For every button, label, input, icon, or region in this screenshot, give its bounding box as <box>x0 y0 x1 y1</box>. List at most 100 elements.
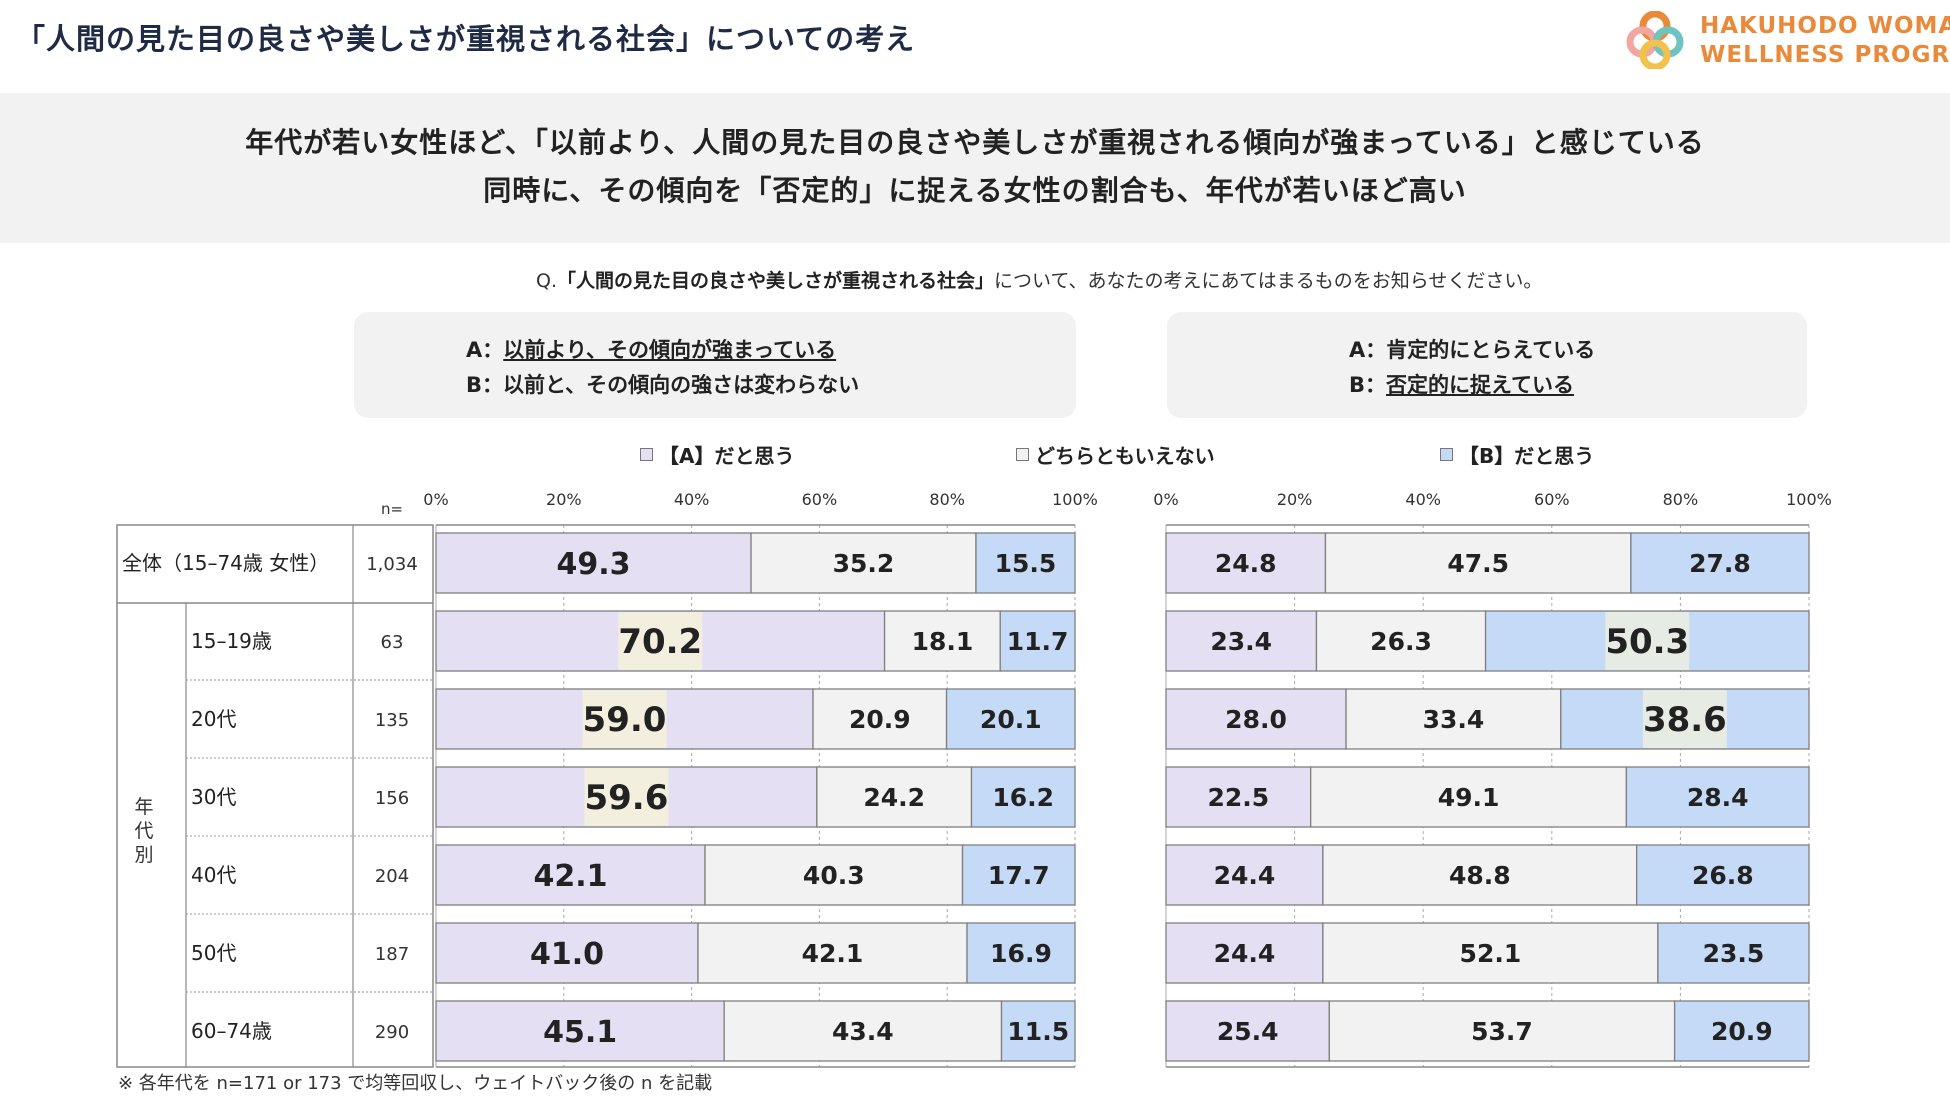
bar-segment <box>1345 688 1562 750</box>
bar-value-label: 27.8 <box>1689 549 1751 578</box>
bar-value-label: 26.3 <box>1370 627 1432 656</box>
row-label: 20代 <box>191 707 236 731</box>
bar-value-label: 41.0 <box>530 937 604 972</box>
logo-line1: HAKUHODO WOMAN <box>1700 13 1950 39</box>
headline-band: 年代が若い女性ほど、「以前より、人間の見た目の良さや美しさが重視される傾向が強ま… <box>0 93 1950 243</box>
bar-segment <box>970 766 1076 828</box>
def-left-b: B：以前と、その傾向の強さは変わらない <box>354 369 1076 399</box>
bar-segment <box>1630 532 1810 594</box>
bar-value-label: 49.1 <box>1438 783 1500 812</box>
logo-mark-icon <box>1626 11 1684 69</box>
bar-value-label: 59.6 <box>584 778 668 818</box>
def-right-b-label: B： <box>1349 373 1387 397</box>
bar-segment <box>1625 766 1810 828</box>
row-n-value: 63 <box>381 632 404 653</box>
def-left-b-text: 以前と、その傾向の強さは変わらない <box>503 373 860 397</box>
n-header: n= <box>381 500 403 518</box>
row-label: 15–19歳 <box>191 629 272 653</box>
bar-segment <box>966 922 1076 984</box>
page-title: 「人間の見た目の良さや美しさが重視される社会」についての考え <box>16 22 916 56</box>
legend-label-a: 【A】だと思う <box>659 444 795 468</box>
bar-segment <box>1324 532 1632 594</box>
bar-value-label: 38.6 <box>1643 700 1727 740</box>
value-highlight <box>618 612 703 670</box>
bar-value-label: 43.4 <box>832 1017 894 1046</box>
x-tick-label: 20% <box>1277 490 1313 509</box>
bar-segment <box>697 922 968 984</box>
question-rest: について、あなたの考えにあてはまるものをお知らせください。 <box>994 270 1543 292</box>
bar-value-label: 24.8 <box>1215 549 1277 578</box>
group-label-age: 年代別 <box>134 796 153 866</box>
bar-value-label: 45.1 <box>543 1015 617 1050</box>
bar-value-label: 18.1 <box>912 627 974 656</box>
x-tick-label: 40% <box>1405 490 1441 509</box>
bar-segment <box>1165 688 1347 750</box>
bar-value-label: 22.5 <box>1207 783 1269 812</box>
bar-segment <box>883 610 1001 672</box>
x-tick-label: 100% <box>1052 490 1098 509</box>
bar-segment <box>812 688 948 750</box>
bar-value-label: 16.2 <box>992 783 1054 812</box>
bar-value-label: 47.5 <box>1447 549 1509 578</box>
legend-swatch-b <box>1440 448 1453 461</box>
x-tick-label: 80% <box>929 490 965 509</box>
x-tick-label: 80% <box>1663 490 1699 509</box>
bar-segment <box>1000 1000 1076 1062</box>
row-n-value: 1,034 <box>366 554 418 575</box>
bar-value-label: 35.2 <box>833 549 895 578</box>
bar-segment <box>1636 844 1810 906</box>
bar-value-label: 24.4 <box>1214 861 1276 890</box>
value-highlight <box>584 768 669 826</box>
x-tick-label: 0% <box>1153 490 1178 509</box>
bar-segment <box>1657 922 1810 984</box>
legend-item-b: 【B】だと思う <box>1440 440 1594 469</box>
def-left-a-label: A： <box>466 338 504 362</box>
x-tick-label: 60% <box>1534 490 1570 509</box>
row-label: 60–74歳 <box>191 1019 272 1043</box>
logo-text: HAKUHODO WOMAN WELLNESS PROGRAM <box>1700 12 1950 70</box>
bar-segment <box>1315 610 1487 672</box>
bar-segment <box>1322 922 1659 984</box>
bar-value-label: 48.8 <box>1449 861 1511 890</box>
x-tick-label: 100% <box>1786 490 1832 509</box>
row-n-value: 187 <box>375 944 409 965</box>
x-tick-label: 0% <box>423 490 448 509</box>
legend-item-a: 【A】だと思う <box>640 440 794 469</box>
row-n-value: 290 <box>375 1022 409 1043</box>
x-tick-label: 20% <box>546 490 582 509</box>
def-right-a: A：肯定的にとらえている <box>1167 334 1807 364</box>
row-label: 50代 <box>191 941 236 965</box>
bar-segment <box>1165 610 1318 672</box>
bar-segment <box>999 610 1076 672</box>
footnote: ※ 各年代を n=171 or 173 で均等回収し、ウェイトバック後の n を… <box>118 1073 713 1094</box>
bar-value-label: 49.3 <box>556 547 630 582</box>
question-bold: 「人間の見た目の良さや美しさが重視される社会」 <box>557 270 995 292</box>
def-right-a-label: A： <box>1349 338 1387 362</box>
right-chart-bars: 24.8 47.5 27.8 23.4 26.3 50.3 28.0 33.4 38.6 22.5… <box>1165 532 1810 1062</box>
value-highlight <box>1642 690 1727 748</box>
row-n-value: 204 <box>375 866 409 887</box>
def-left-a-text: 以前より、その傾向が強まっている <box>503 338 837 362</box>
definition-box-right: A：肯定的にとらえている B：否定的に捉えている <box>1167 312 1807 418</box>
row-label-table <box>116 524 434 1068</box>
bar-segment <box>750 532 977 594</box>
bar-segment <box>816 766 973 828</box>
bar-value-label: 20.9 <box>1711 1017 1773 1046</box>
x-tick-label: 60% <box>802 490 838 509</box>
def-left-a: A：以前より、その傾向が強まっている <box>354 334 1076 364</box>
bar-segment <box>945 688 1076 750</box>
bar-segment <box>1322 844 1638 906</box>
brand-logo: HAKUHODO WOMAN WELLNESS PROGRAM <box>1626 8 1950 72</box>
bar-value-label: 23.4 <box>1210 627 1272 656</box>
definition-box-left: A：以前より、その傾向が強まっている B：以前と、その傾向の強さは変わらない <box>354 312 1076 418</box>
legend-label-b: 【B】だと思う <box>1459 444 1595 468</box>
def-right-a-text: 肯定的にとらえている <box>1386 338 1596 362</box>
x-tick-label: 40% <box>674 490 710 509</box>
bar-segment <box>704 844 964 906</box>
row-n-value: 135 <box>375 710 409 731</box>
bar-value-label: 25.4 <box>1217 1017 1279 1046</box>
bar-value-label: 24.4 <box>1214 939 1276 968</box>
legend-swatch-mid <box>1016 448 1029 461</box>
def-left-b-label: B： <box>466 373 504 397</box>
